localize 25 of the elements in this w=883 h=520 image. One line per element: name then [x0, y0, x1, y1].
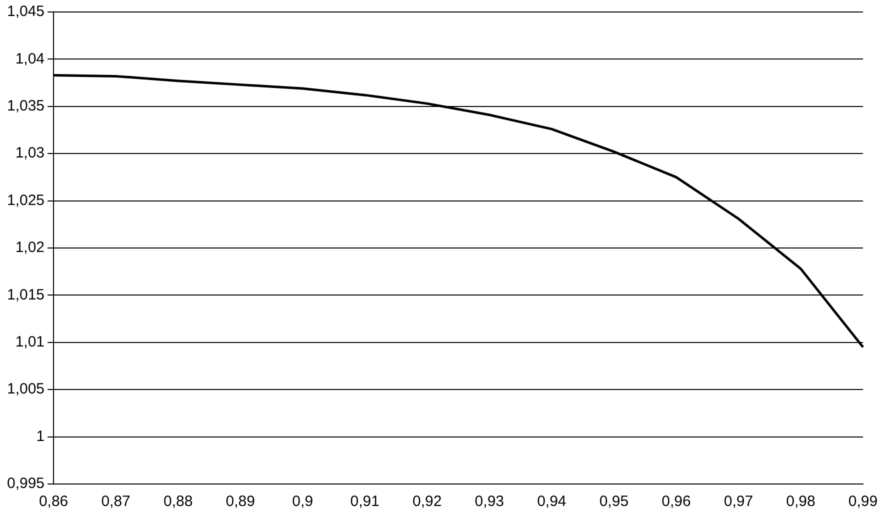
x-tick-label: 0,89	[226, 493, 255, 510]
x-tick-label: 0,91	[350, 493, 380, 510]
x-tick-label: 0,96	[662, 493, 691, 510]
y-tick-label: 1,005	[6, 380, 45, 398]
y-tick-label: 1	[36, 428, 45, 445]
x-tick-label: 0,94	[537, 493, 566, 510]
x-tick-label: 0,9	[292, 493, 314, 510]
x-tick-label: 0,99	[848, 493, 878, 510]
y-tick-label: 1,045	[6, 3, 45, 20]
y-tick-label: 0,995	[6, 475, 45, 492]
x-tick-label: 0,86	[38, 493, 68, 510]
x-tick-label: 0,98	[786, 493, 816, 510]
y-tick-label: 1,01	[15, 334, 45, 351]
y-tick-label: 1,035	[6, 98, 45, 115]
x-tick-label: 0,97	[724, 493, 754, 510]
x-tick-label: 0,92	[412, 493, 442, 510]
x-tick-label: 0,93	[474, 493, 504, 510]
y-tick-label: 1,02	[15, 239, 45, 256]
x-tick-label: 0,88	[163, 493, 193, 510]
y-tick-label: 1,025	[6, 192, 45, 209]
x-tick-label: 0,87	[101, 493, 130, 510]
y-tick-label: 1,015	[6, 286, 45, 304]
x-tick-label: 0,95	[599, 493, 629, 510]
y-tick-label: 1,03	[15, 144, 45, 162]
y-tick-label: 1,04	[15, 50, 45, 68]
